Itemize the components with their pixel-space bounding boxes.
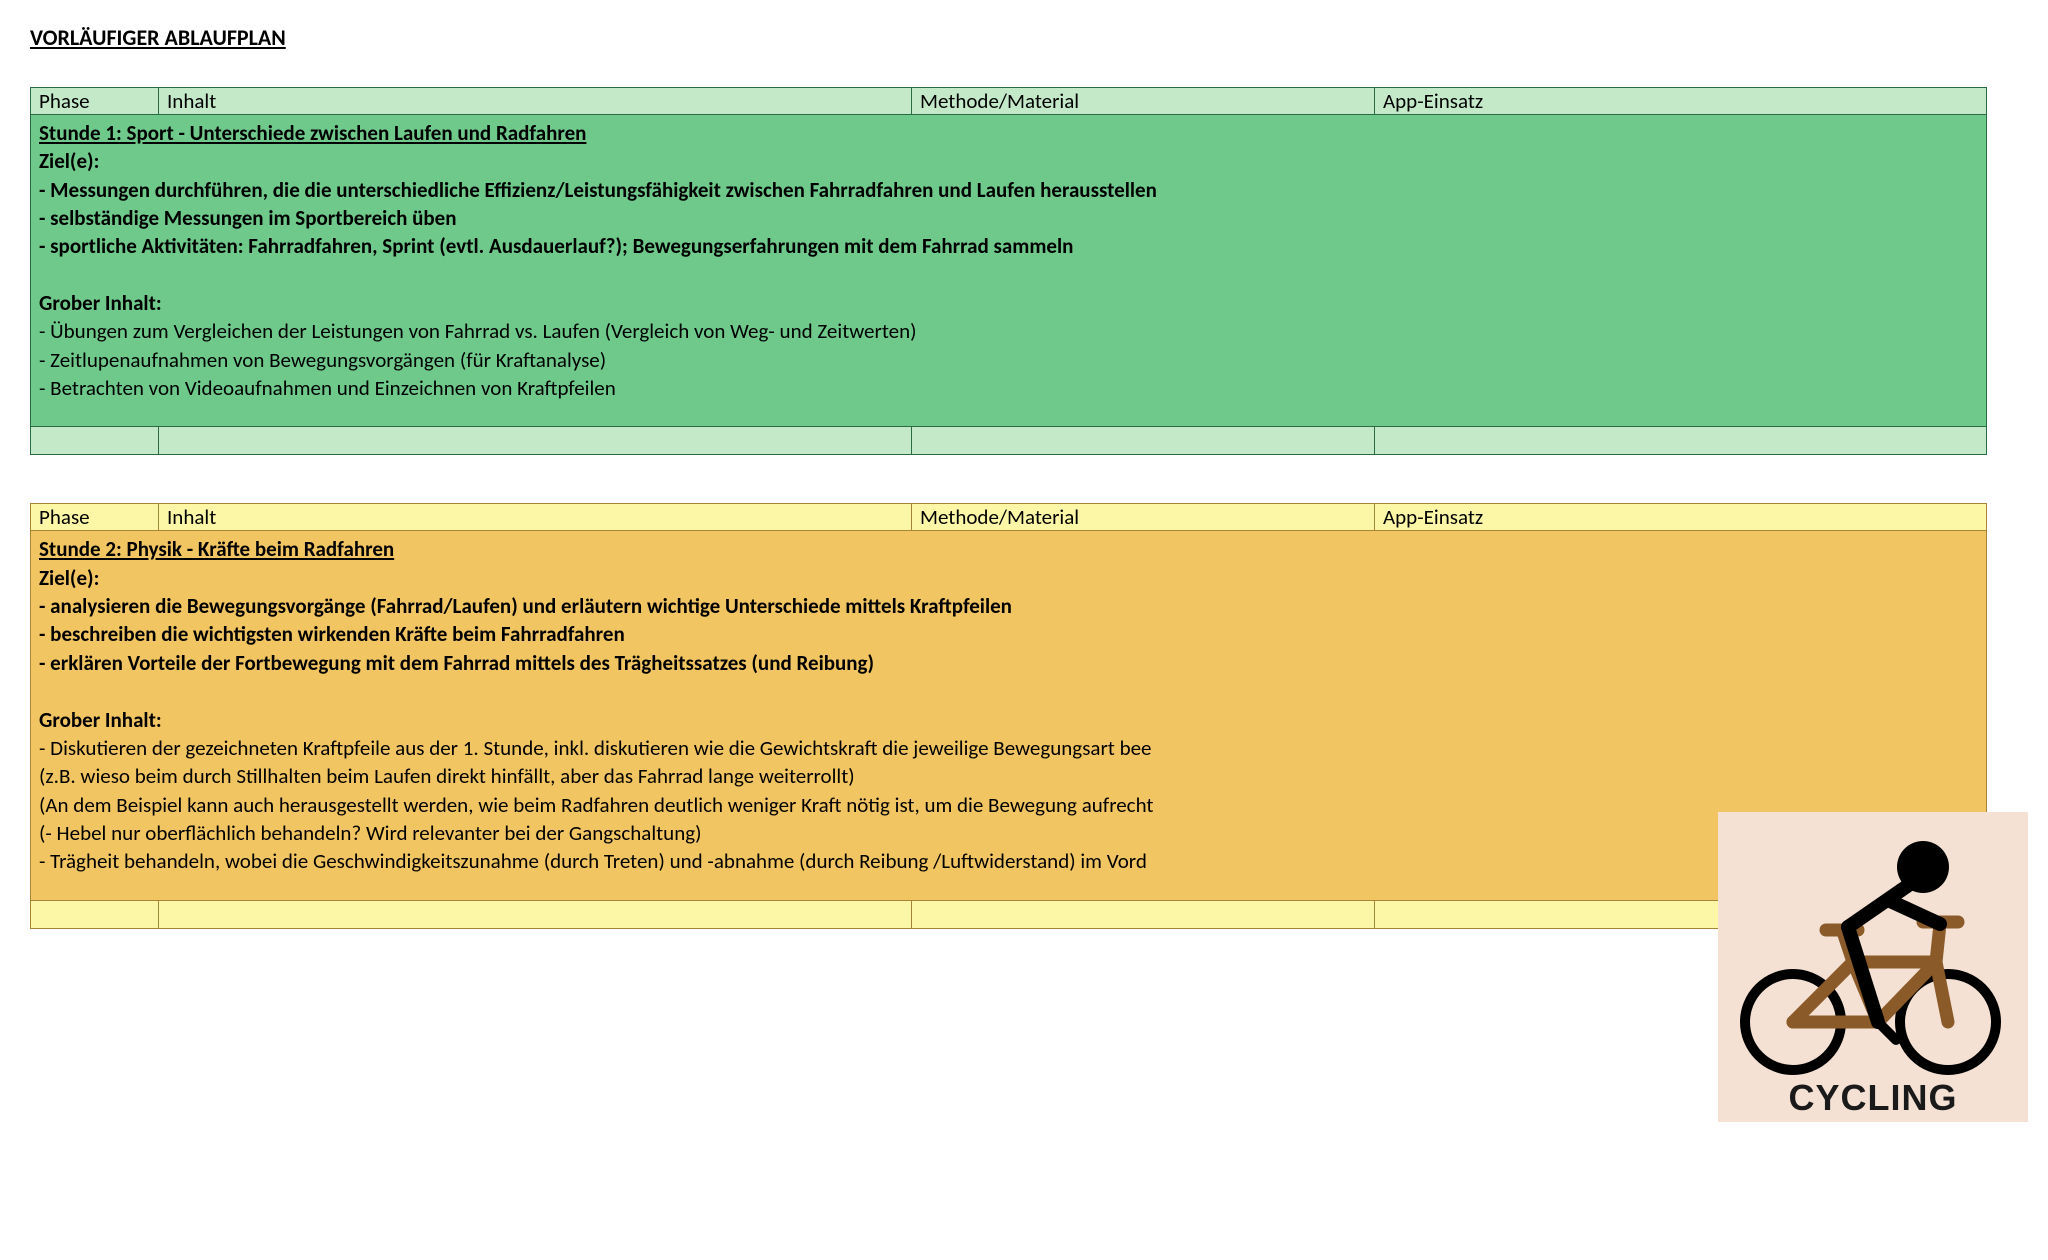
lesson1-ziele-label: Ziel(e): xyxy=(39,147,1978,175)
lesson2-ziel-2: - beschreiben die wichtigsten wirkenden … xyxy=(39,621,625,647)
lesson2-inhalt-3: (An dem Beispiel kann auch herausgestell… xyxy=(39,792,1153,818)
lesson1-inhalt-1: - Übungen zum Vergleichen der Leistungen… xyxy=(39,318,916,344)
lesson2-ziele-label: Ziel(e): xyxy=(39,564,1978,592)
lesson2-ziel-3: - erklären Vorteile der Fortbewegung mit… xyxy=(39,650,874,676)
col-methode-header-2: Methode/Material xyxy=(912,504,1375,531)
col-app-header-2: App-Einsatz xyxy=(1375,504,1987,531)
lesson2-inhalt-2: (z.B. wieso beim durch Stillhalten beim … xyxy=(39,763,855,789)
lesson2-inhalt-4: (- Hebel nur oberflächlich behandeln? Wi… xyxy=(39,820,702,846)
lesson1-inhalt-2: - Zeitlupenaufnahmen von Bewegungsvorgän… xyxy=(39,347,606,373)
col-methode-header: Methode/Material xyxy=(912,88,1375,115)
lesson2-inhalt-1: - Diskutieren der gezeichneten Kraftpfei… xyxy=(39,735,1152,761)
lesson2-footer-methode xyxy=(912,900,1375,928)
lesson2-footer-inhalt xyxy=(159,900,912,928)
lesson2-ziel-1: - analysieren die Bewegungsvorgänge (Fah… xyxy=(39,593,1012,619)
lesson1-ziel-3: - sportliche Aktivitäten: Fahrradfahren,… xyxy=(39,233,1073,259)
lesson1-footer-inhalt xyxy=(159,427,912,455)
cycling-caption: CYCLING xyxy=(1789,1077,1958,1118)
lesson1-heading: Stunde 1: Sport - Unterschiede zwischen … xyxy=(39,119,1978,147)
col-inhalt-header: Inhalt xyxy=(159,88,912,115)
col-inhalt-header-2: Inhalt xyxy=(159,504,912,531)
cycling-icon: CYCLING xyxy=(1718,812,2028,1122)
lesson2-content-cell: Stunde 2: Physik - Kräfte beim Radfahren… xyxy=(31,531,1987,900)
lesson1-inhalt-3: - Betrachten von Videoaufnahmen und Einz… xyxy=(39,375,616,401)
lesson2-table: Phase Inhalt Methode/Material App-Einsat… xyxy=(30,503,1987,928)
lesson1-footer-phase xyxy=(31,427,159,455)
lesson1-ziel-1: - Messungen durchführen, die die untersc… xyxy=(39,177,1157,203)
cycling-graphic: CYCLING xyxy=(1718,812,2028,1122)
col-phase-header-2: Phase xyxy=(31,504,159,531)
lesson1-ziel-2: - selbständige Messungen im Sportbereich… xyxy=(39,205,457,231)
lesson2-inhalt-5: - Trägheit behandeln, wobei die Geschwin… xyxy=(39,848,1147,874)
lesson1-footer-methode xyxy=(912,427,1375,455)
lesson1-table: Phase Inhalt Methode/Material App-Einsat… xyxy=(30,87,1987,455)
lesson1-inhalt-label: Grober Inhalt: xyxy=(39,289,1978,317)
lesson2-footer-phase xyxy=(31,900,159,928)
col-phase-header: Phase xyxy=(31,88,159,115)
page-title: VORLÄUFIGER ABLAUFPLAN xyxy=(30,24,2018,51)
lesson1-footer-app xyxy=(1375,427,1987,455)
col-app-header: App-Einsatz xyxy=(1375,88,1987,115)
lesson1-content-cell: Stunde 1: Sport - Unterschiede zwischen … xyxy=(31,115,1987,427)
lesson2-heading: Stunde 2: Physik - Kräfte beim Radfahren xyxy=(39,535,1978,563)
lesson2-inhalt-label: Grober Inhalt: xyxy=(39,706,1978,734)
